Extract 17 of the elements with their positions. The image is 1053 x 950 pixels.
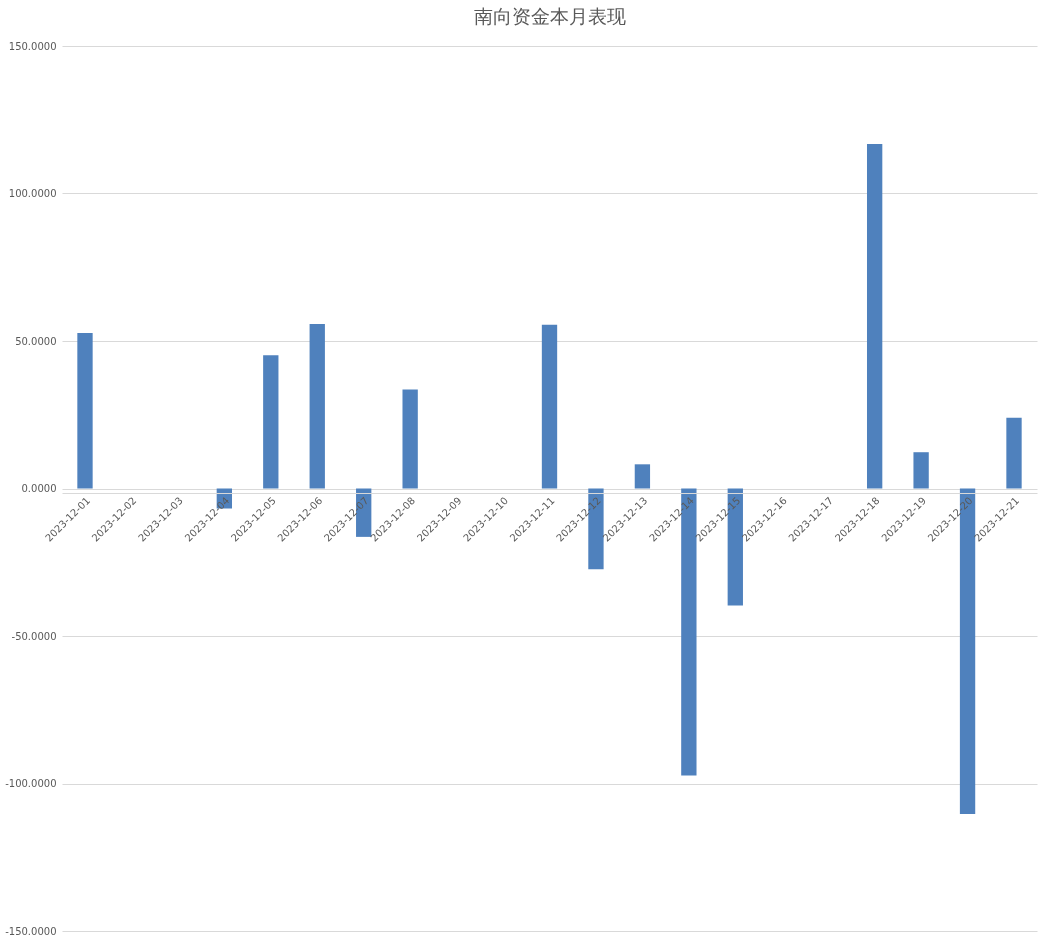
bar — [402, 389, 418, 489]
y-tick-label: -50.0000 — [11, 630, 57, 642]
bar — [541, 324, 558, 489]
y-tick-label: -100.0000 — [5, 778, 57, 789]
chart-title: 南向资金本月表现 — [473, 5, 626, 27]
y-tick-label: 50.0000 — [15, 335, 57, 347]
bar — [263, 355, 279, 489]
bar — [309, 323, 325, 489]
y-tick-label: 0.0000 — [21, 483, 57, 494]
y-tick-label: 100.0000 — [8, 188, 57, 199]
bar — [77, 333, 93, 489]
bar — [634, 464, 651, 489]
y-tick-label: -150.0000 — [5, 925, 57, 937]
bar — [913, 452, 929, 489]
bar — [1006, 417, 1022, 489]
y-tick-label: 150.0000 — [8, 40, 57, 52]
bar — [866, 143, 883, 489]
